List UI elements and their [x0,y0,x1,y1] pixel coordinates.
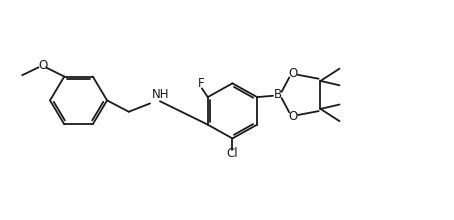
Text: NH: NH [153,88,170,101]
Text: O: O [289,110,298,123]
Text: B: B [273,88,281,101]
Text: O: O [289,67,298,80]
Text: F: F [197,77,204,90]
Text: Cl: Cl [227,147,238,160]
Text: O: O [38,59,47,72]
